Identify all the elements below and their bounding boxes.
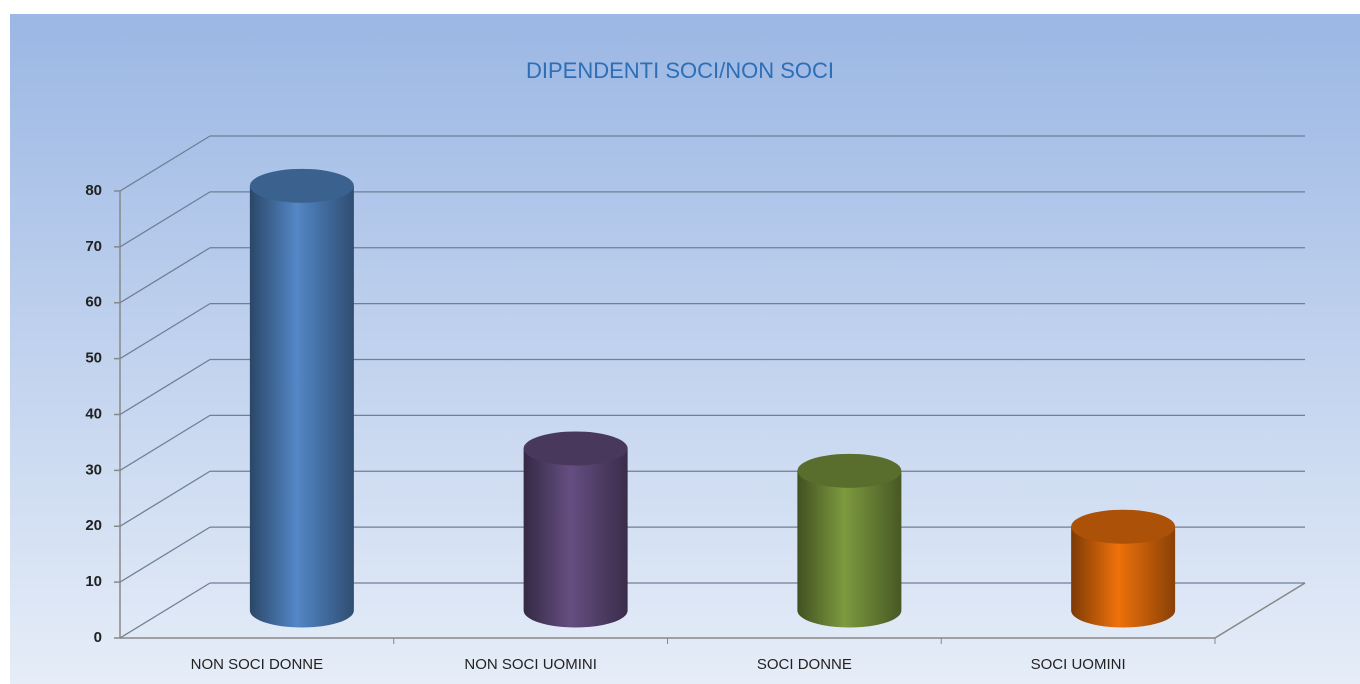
x-tick-label: SOCI DONNE bbox=[757, 656, 852, 673]
bar bbox=[797, 470, 902, 628]
y-tick-label: 70 bbox=[85, 238, 102, 255]
y-tick-label: 10 bbox=[85, 573, 102, 590]
grid-line bbox=[119, 582, 211, 639]
grid-line bbox=[119, 470, 211, 527]
y-tick-label: 30 bbox=[85, 461, 102, 478]
bar-top bbox=[797, 453, 902, 488]
bar-top bbox=[1071, 509, 1176, 544]
y-tick-label: 50 bbox=[85, 350, 102, 367]
y-tick-label: 80 bbox=[85, 182, 102, 199]
grid-line bbox=[119, 135, 211, 192]
x-tick-label: SOCI UOMINI bbox=[1031, 656, 1126, 673]
chart-title: DIPENDENTI SOCI/NON SOCI bbox=[526, 58, 834, 83]
grid-line bbox=[119, 526, 211, 583]
y-tick-label: 60 bbox=[85, 294, 102, 311]
grid-line bbox=[119, 191, 211, 248]
bar bbox=[523, 448, 628, 628]
bar bbox=[249, 185, 354, 628]
bar-top bbox=[523, 431, 628, 466]
y-tick-label: 40 bbox=[85, 405, 102, 422]
x-tick-label: NON SOCI UOMINI bbox=[464, 656, 597, 673]
y-tick-label: 20 bbox=[85, 517, 102, 534]
grid-line bbox=[119, 303, 211, 360]
grid-line bbox=[119, 247, 211, 304]
bar bbox=[1071, 526, 1176, 628]
floor-edge bbox=[1214, 582, 1306, 639]
y-tick-label: 0 bbox=[94, 629, 102, 646]
x-tick-label: NON SOCI DONNE bbox=[191, 656, 324, 673]
bar-top bbox=[249, 168, 354, 203]
grid-line bbox=[119, 358, 211, 416]
grid-line bbox=[119, 414, 211, 471]
